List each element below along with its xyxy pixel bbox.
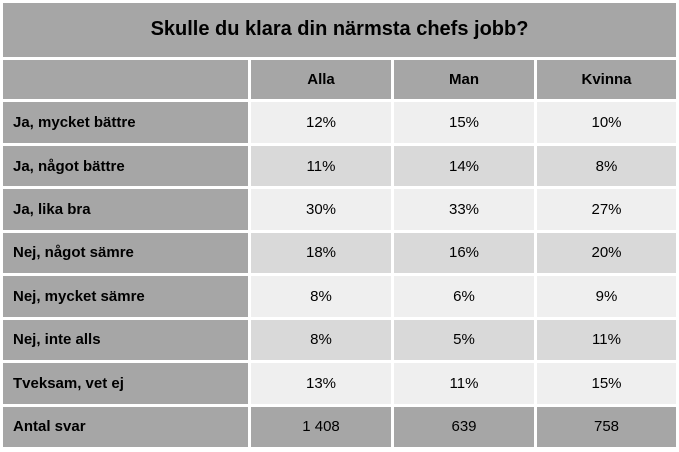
- row-label: Ja, lika bra: [3, 189, 248, 230]
- value-cell-kvinna: 11%: [537, 319, 676, 361]
- value-cell-man: 15%: [394, 102, 534, 143]
- row-label: Ja, något bättre: [3, 145, 248, 187]
- column-header-kvinna: Kvinna: [537, 59, 676, 100]
- row-label: Tveksam, vet ej: [3, 363, 248, 404]
- column-header-man: Man: [394, 59, 534, 100]
- table-row: Nej, mycket sämre 8% 6% 9%: [3, 276, 676, 317]
- value-cell-alla: 8%: [251, 276, 391, 317]
- title-row: Skulle du klara din närmsta chefs jobb?: [3, 3, 676, 57]
- value-cell-man: 11%: [394, 363, 534, 404]
- value-cell-kvinna: 27%: [537, 189, 676, 230]
- value-cell-alla: 8%: [251, 319, 391, 361]
- row-label: Ja, mycket bättre: [3, 102, 248, 143]
- value-cell-alla: 1 408: [251, 406, 391, 447]
- table-row: Ja, mycket bättre 12% 15% 10%: [3, 102, 676, 143]
- header-row: Alla Man Kvinna: [3, 59, 676, 100]
- value-cell-kvinna: 20%: [537, 232, 676, 274]
- value-cell-alla: 12%: [251, 102, 391, 143]
- table-row: Nej, inte alls 8% 5% 11%: [3, 319, 676, 361]
- value-cell-alla: 13%: [251, 363, 391, 404]
- table-row: Ja, lika bra 30% 33% 27%: [3, 189, 676, 230]
- value-cell-kvinna: 758: [537, 406, 676, 447]
- value-cell-man: 33%: [394, 189, 534, 230]
- value-cell-man: 639: [394, 406, 534, 447]
- table-title: Skulle du klara din närmsta chefs jobb?: [3, 3, 676, 57]
- value-cell-man: 6%: [394, 276, 534, 317]
- row-label: Antal svar: [3, 406, 248, 447]
- row-label: Nej, inte alls: [3, 319, 248, 361]
- row-label: Nej, mycket sämre: [3, 276, 248, 317]
- value-cell-man: 16%: [394, 232, 534, 274]
- value-cell-kvinna: 8%: [537, 145, 676, 187]
- table-row-total: Antal svar 1 408 639 758: [3, 406, 676, 447]
- value-cell-alla: 30%: [251, 189, 391, 230]
- row-label: Nej, något sämre: [3, 232, 248, 274]
- table-row: Ja, något bättre 11% 14% 8%: [3, 145, 676, 187]
- header-empty-cell: [3, 59, 248, 100]
- value-cell-kvinna: 10%: [537, 102, 676, 143]
- value-cell-kvinna: 15%: [537, 363, 676, 404]
- value-cell-alla: 11%: [251, 145, 391, 187]
- value-cell-kvinna: 9%: [537, 276, 676, 317]
- value-cell-man: 14%: [394, 145, 534, 187]
- column-header-alla: Alla: [251, 59, 391, 100]
- value-cell-alla: 18%: [251, 232, 391, 274]
- table-row: Nej, något sämre 18% 16% 20%: [3, 232, 676, 274]
- value-cell-man: 5%: [394, 319, 534, 361]
- table-row: Tveksam, vet ej 13% 11% 15%: [3, 363, 676, 404]
